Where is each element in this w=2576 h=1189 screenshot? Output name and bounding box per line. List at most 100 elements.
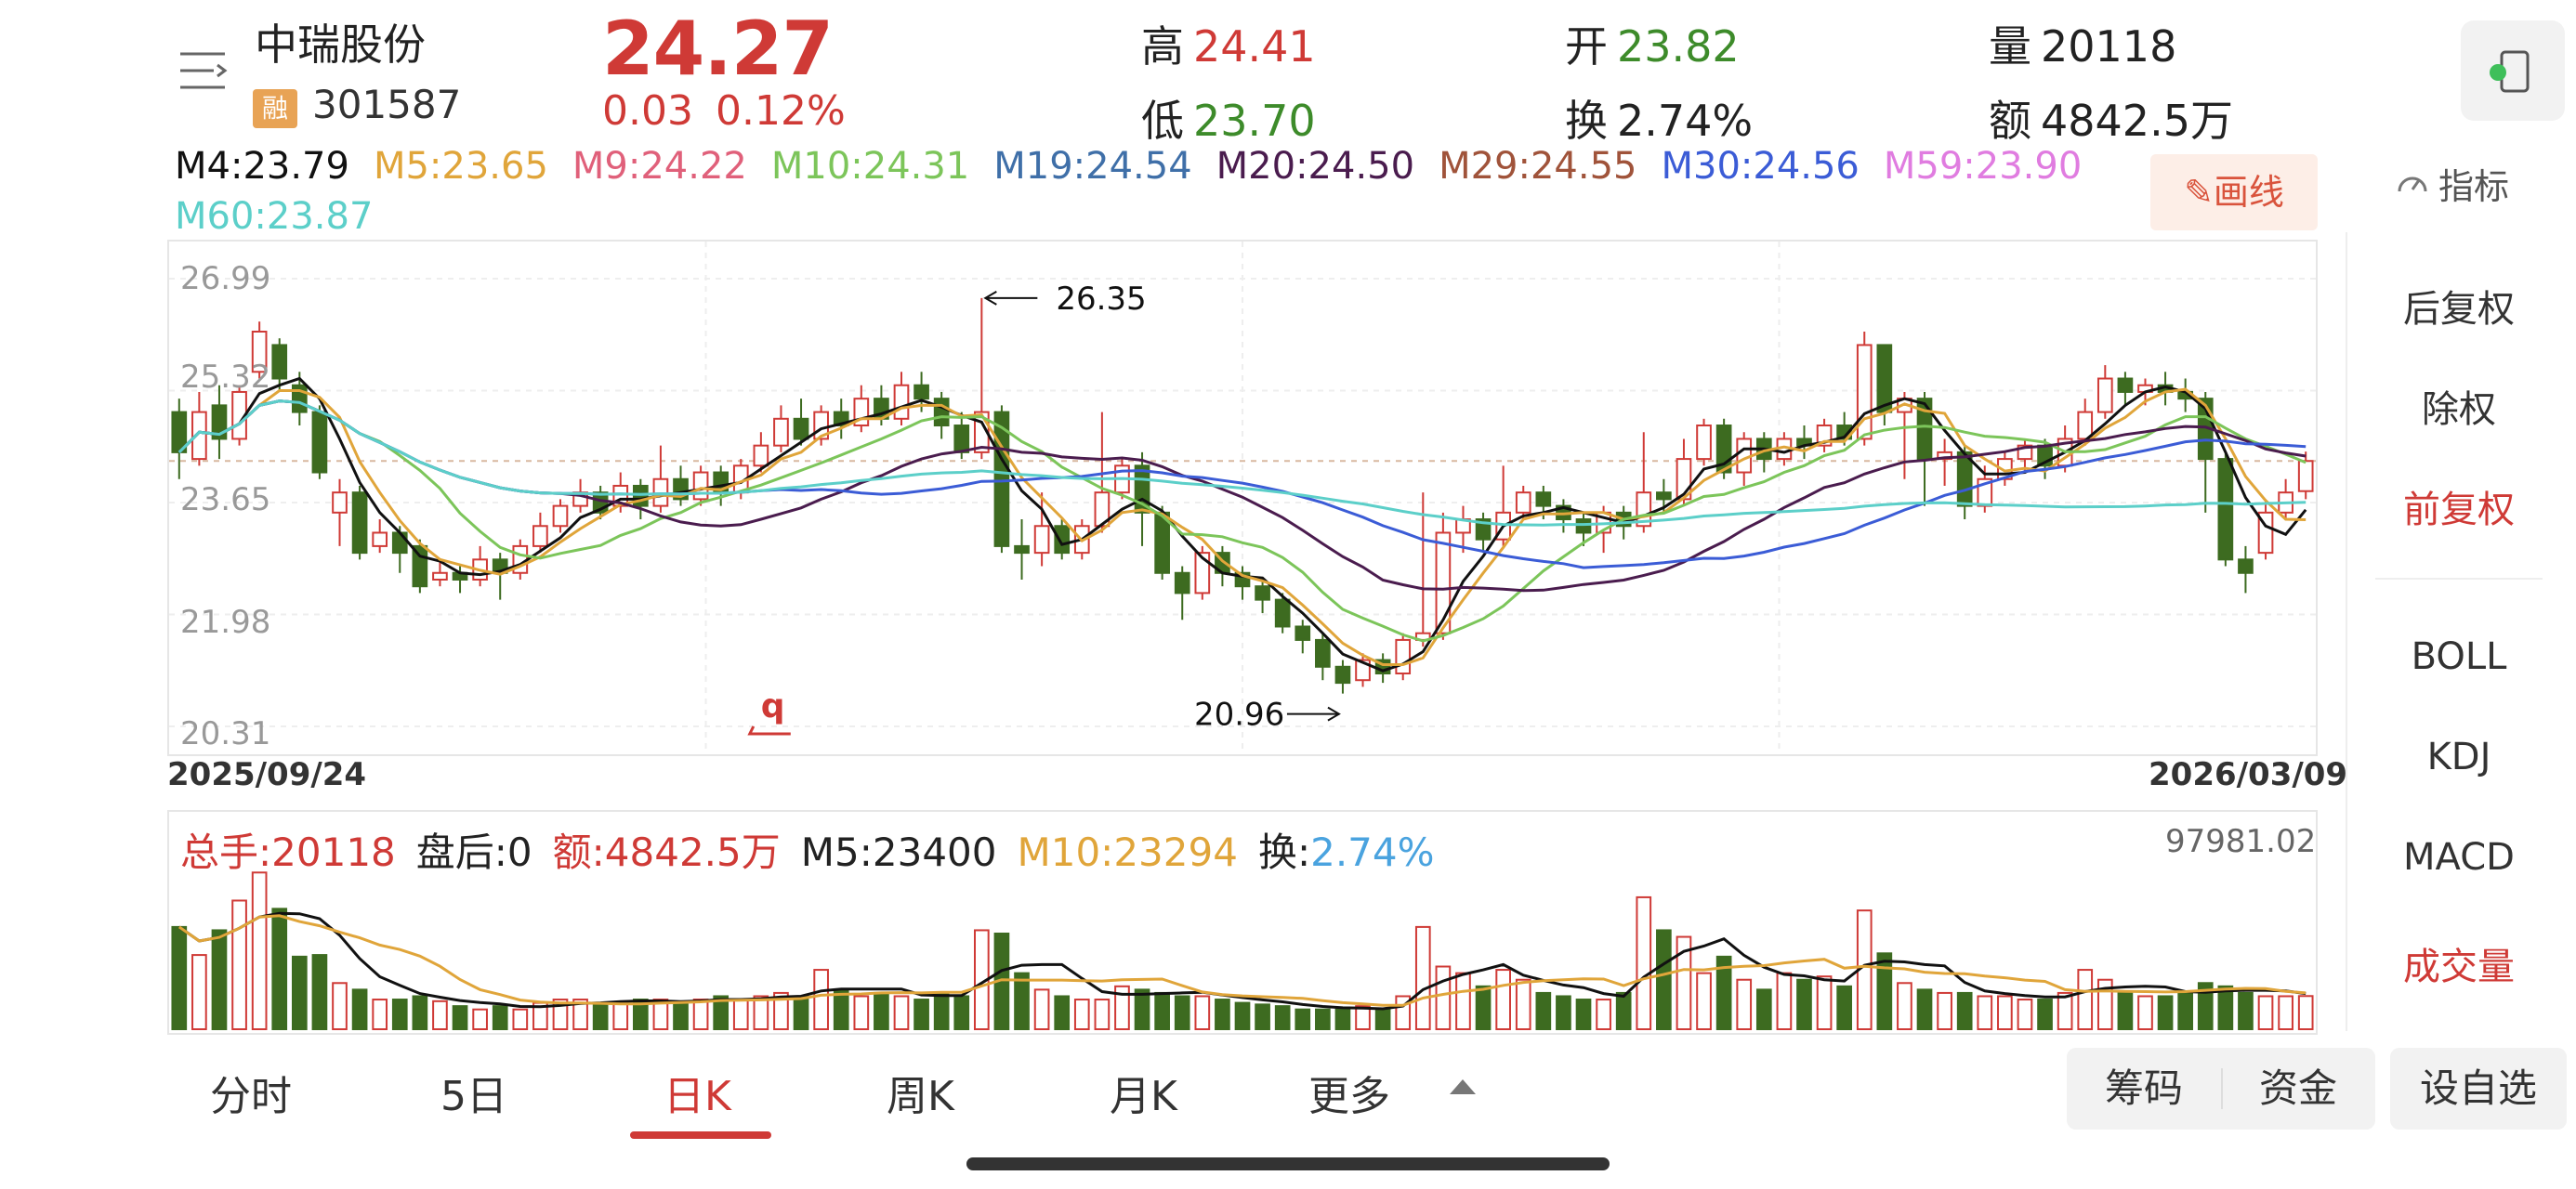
candle-down (2238, 558, 2254, 574)
volume-bar-up (1676, 935, 1692, 1030)
tab-monthly-k[interactable]: 月K (1110, 1073, 1177, 1120)
draw-line-button[interactable]: ✎画线 (2150, 154, 2318, 230)
indicator-button[interactable]: 指标 (2394, 158, 2509, 209)
candle-down (1656, 491, 1672, 501)
kline-chart[interactable]: 26.35 20.96 q (167, 240, 2318, 756)
volume-bar-down (492, 1005, 508, 1031)
volume-bar-down (2157, 995, 2174, 1030)
tab-weekly-k[interactable]: 周K (887, 1073, 954, 1120)
side-panel: 后复权 除权 前复权 BOLL KDJ MACD 成交量 (2346, 232, 2569, 1031)
volume-bar-up (432, 1000, 448, 1031)
volume-turnover-label: 换: (1257, 830, 1311, 875)
candle-down (1054, 525, 1071, 555)
volume-bar-down (1174, 995, 1190, 1030)
low-marker-arrow (1327, 706, 1341, 722)
tab-5day[interactable]: 5日 (440, 1073, 507, 1120)
tab-more[interactable]: 更多 (1308, 1073, 1390, 1120)
volume-bar-up (773, 991, 789, 1031)
volume-bar-down (2037, 999, 2053, 1030)
volume-chart[interactable] (167, 810, 2318, 1035)
volume-bar-down (2117, 991, 2134, 1031)
volume-bar-up (813, 969, 829, 1030)
volume-bar-up (2057, 991, 2073, 1031)
candle-up (2096, 377, 2113, 413)
volume-svg (171, 871, 2314, 1031)
candle-down (1535, 491, 1552, 507)
y-tick-label: 21.98 (180, 604, 271, 641)
candle-up (191, 411, 207, 461)
volume-bar-up (1414, 925, 1431, 1030)
volume-bar-down (713, 995, 729, 1030)
change-amount: 0.03 (602, 87, 693, 135)
volume-bar-down (592, 1001, 609, 1030)
candle-up (372, 531, 388, 547)
chips-button[interactable]: 筹码 (2104, 1065, 2183, 1111)
volume-bar-up (753, 995, 769, 1030)
landscape-toggle-button[interactable] (2461, 20, 2565, 121)
volume-bar-up (472, 1008, 488, 1030)
side-item-volume[interactable]: 成交量 (2403, 946, 2515, 988)
volume-bar-up (1515, 978, 1531, 1031)
ma-line-m5 (177, 387, 2307, 666)
side-item-boll[interactable]: BOLL (2411, 635, 2507, 678)
volume-bar-down (1876, 952, 1893, 1031)
volume-bar-up (1776, 972, 1793, 1030)
volume-bar-down (452, 1005, 468, 1031)
volume-bar-down (1836, 985, 1853, 1030)
volume-bar-down (1315, 1008, 1331, 1030)
volume-bar-down (2217, 985, 2234, 1030)
side-item-ex-rights[interactable]: 除权 (2422, 388, 2496, 431)
price-change: 0.03 0.12% (602, 87, 868, 135)
volume-bar-up (1897, 982, 1912, 1030)
candle-down (1876, 344, 1893, 413)
candle-up (773, 417, 789, 447)
gauge-icon (2398, 176, 2427, 191)
volume-bar-down (291, 955, 308, 1030)
volume-bar-up (2278, 995, 2293, 1030)
candle-down (1255, 585, 1270, 601)
candle-down (2117, 377, 2134, 393)
funds-button[interactable]: 资金 (2258, 1065, 2337, 1111)
side-item-pre-adjusted[interactable]: 前复权 (2403, 489, 2515, 531)
volume-bar-down (913, 999, 929, 1030)
side-item-post-adjusted[interactable]: 后复权 (2403, 288, 2515, 331)
tab-daily-k[interactable]: 日K (664, 1073, 731, 1120)
quote-open: 开 23.82 (1565, 21, 1740, 72)
add-favorite-button[interactable]: 设自选 (2390, 1048, 2567, 1130)
volume-bar-down (874, 991, 889, 1031)
rotate-screen-icon (2490, 50, 2530, 93)
volume-bar-down (1295, 1008, 1311, 1030)
candle-down (913, 384, 929, 400)
volume-bar-down (1054, 995, 1071, 1030)
ma-legend-row: M60:23.87 (175, 195, 397, 238)
candle-down (1334, 665, 1351, 685)
volume-bar-down (1916, 988, 1933, 1030)
candle-down (271, 344, 288, 380)
pencil-icon: ✎ (2184, 172, 2214, 213)
volume-bar-up (692, 999, 709, 1030)
candle-up (432, 571, 448, 581)
ma-legend-item: M30:24.56 (1661, 145, 1860, 188)
candle-up (2297, 460, 2314, 492)
volume-m5: M5:23400 (800, 830, 997, 875)
menu-icon[interactable] (177, 45, 229, 97)
x-start-date: 2025/09/24 (167, 756, 367, 793)
tab-intraday[interactable]: 分时 (210, 1073, 292, 1120)
volume-bar-up (1073, 999, 1090, 1030)
candle-up (1033, 525, 1050, 555)
volume-bar-up (1114, 985, 1130, 1030)
volume-bar-down (1556, 995, 1571, 1030)
quote-amount: 额 4842.5万 (1989, 96, 2233, 146)
volume-bar-up (2077, 969, 2094, 1030)
candle-up (1515, 491, 1531, 514)
candle-down (391, 531, 408, 555)
candle-down (1315, 638, 1331, 668)
volume-bar-up (2297, 995, 2314, 1030)
side-item-macd[interactable]: MACD (2403, 836, 2515, 879)
caret-up-icon[interactable] (1450, 1079, 1476, 1094)
side-item-kdj[interactable]: KDJ (2426, 736, 2491, 778)
ma-legend-item: M29:24.55 (1439, 145, 1637, 188)
volume-bar-up (1977, 995, 1993, 1030)
candle-down (211, 404, 228, 440)
candle-down (2217, 458, 2234, 561)
